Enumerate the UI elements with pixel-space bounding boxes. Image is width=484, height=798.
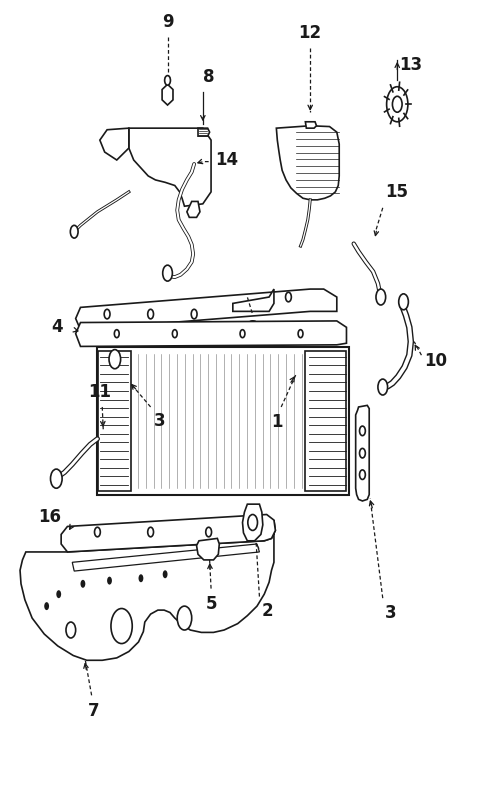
Text: 6: 6 xyxy=(246,319,257,338)
Text: 13: 13 xyxy=(399,56,422,74)
Polygon shape xyxy=(197,128,209,136)
Circle shape xyxy=(191,310,197,319)
Text: 3: 3 xyxy=(153,412,165,430)
Circle shape xyxy=(148,527,153,537)
Text: 5: 5 xyxy=(205,595,216,613)
Circle shape xyxy=(392,97,401,113)
Polygon shape xyxy=(186,201,199,217)
Text: 7: 7 xyxy=(88,701,99,720)
Circle shape xyxy=(205,527,211,537)
Text: 1: 1 xyxy=(271,413,283,432)
Circle shape xyxy=(247,515,257,531)
Polygon shape xyxy=(196,539,219,560)
Text: 10: 10 xyxy=(423,352,446,369)
Circle shape xyxy=(50,469,62,488)
Circle shape xyxy=(359,426,364,436)
Polygon shape xyxy=(20,520,275,660)
Polygon shape xyxy=(232,289,273,311)
Circle shape xyxy=(138,575,143,583)
Circle shape xyxy=(104,310,110,319)
Circle shape xyxy=(164,76,170,85)
Text: 11: 11 xyxy=(88,382,111,401)
Circle shape xyxy=(56,591,61,598)
Circle shape xyxy=(148,310,153,319)
Circle shape xyxy=(298,330,302,338)
Circle shape xyxy=(114,330,119,338)
Bar xyxy=(305,351,346,491)
Text: 2: 2 xyxy=(261,602,273,620)
Circle shape xyxy=(162,571,167,579)
Polygon shape xyxy=(355,405,368,501)
Polygon shape xyxy=(76,321,346,346)
Polygon shape xyxy=(61,515,275,552)
Text: 12: 12 xyxy=(298,24,321,42)
Circle shape xyxy=(177,606,191,630)
Circle shape xyxy=(70,225,78,238)
Text: 16: 16 xyxy=(38,508,61,526)
Circle shape xyxy=(80,580,85,588)
Circle shape xyxy=(66,622,76,638)
Circle shape xyxy=(386,87,407,122)
Circle shape xyxy=(377,379,387,395)
Circle shape xyxy=(44,602,49,610)
Circle shape xyxy=(111,609,132,643)
Polygon shape xyxy=(72,544,259,571)
Circle shape xyxy=(172,330,177,338)
Bar xyxy=(98,351,131,491)
Circle shape xyxy=(94,527,100,537)
Polygon shape xyxy=(242,504,262,541)
Circle shape xyxy=(375,289,385,305)
Text: 15: 15 xyxy=(384,184,408,201)
Bar xyxy=(97,347,348,495)
Polygon shape xyxy=(276,126,338,200)
Polygon shape xyxy=(129,128,211,206)
Circle shape xyxy=(109,350,121,369)
Circle shape xyxy=(359,470,364,480)
Circle shape xyxy=(398,294,408,310)
Polygon shape xyxy=(100,128,129,160)
Circle shape xyxy=(107,577,112,585)
Circle shape xyxy=(162,265,172,281)
Circle shape xyxy=(359,448,364,458)
Circle shape xyxy=(285,292,291,302)
Text: 8: 8 xyxy=(202,68,214,86)
Text: 4: 4 xyxy=(51,318,62,336)
Polygon shape xyxy=(305,122,316,128)
Circle shape xyxy=(240,330,244,338)
Polygon shape xyxy=(76,289,336,330)
Text: 3: 3 xyxy=(384,604,396,622)
Text: 14: 14 xyxy=(214,151,238,169)
Text: 9: 9 xyxy=(161,13,173,31)
